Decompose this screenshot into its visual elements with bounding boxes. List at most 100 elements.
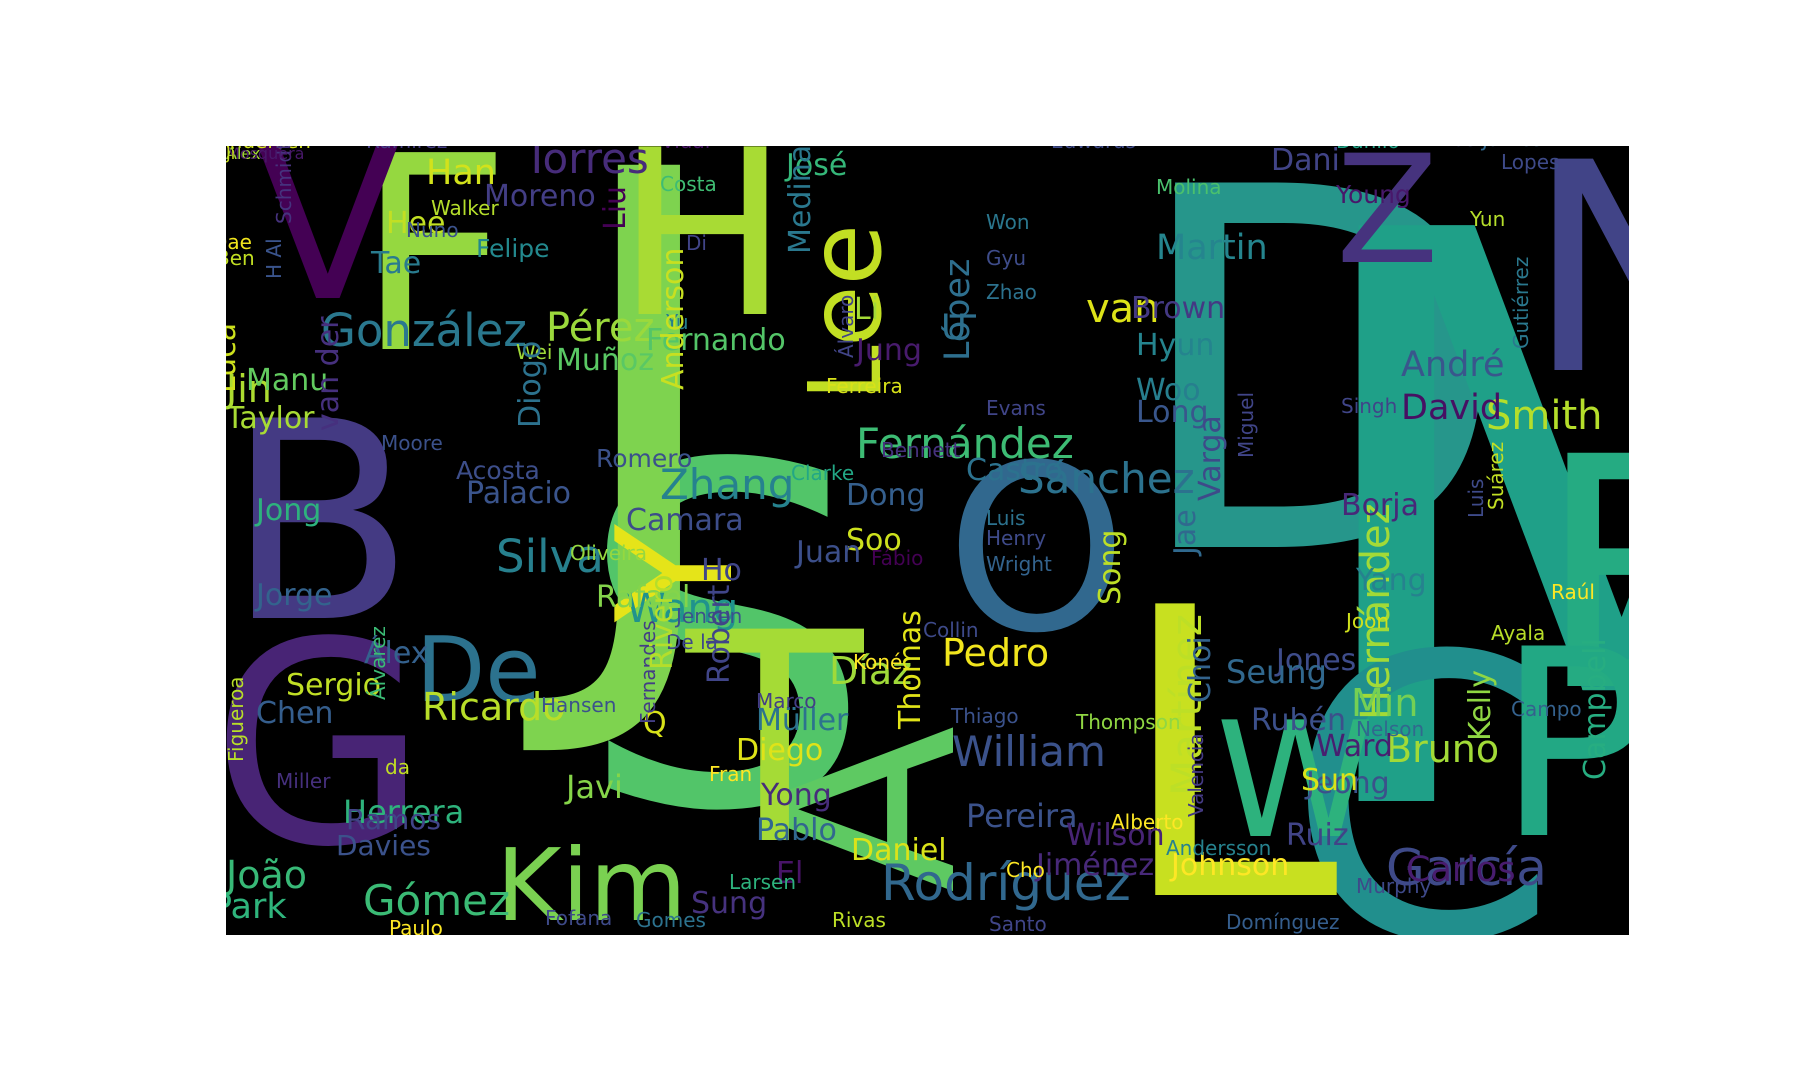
word-20: Kim (496, 827, 687, 936)
word-28: William (952, 727, 1106, 776)
word-46: Bruno (1386, 727, 1500, 771)
word-36: Pérez (546, 305, 655, 351)
word-171: Paulo (389, 916, 443, 935)
word-110: El (776, 856, 804, 891)
word-59: Johnson (1171, 848, 1290, 883)
word-10: P (1496, 595, 1629, 897)
word-132: Zhao (986, 280, 1037, 304)
word-67: Castro (966, 453, 1063, 488)
word-33: Torres (524, 146, 649, 183)
word-76: Muñoz (556, 343, 655, 378)
word-108: Ramos (346, 803, 441, 836)
word-48: Martin (1156, 228, 1268, 268)
word-87: Jorge (256, 578, 333, 613)
word-74: Moreno (484, 179, 596, 214)
word-166: Domínguez (1226, 910, 1340, 934)
word-179: Álvaro (834, 294, 858, 358)
word-62: Borja (1341, 488, 1419, 523)
word-66: Seung (1226, 653, 1327, 691)
word-144: Oliveira (570, 541, 648, 565)
word-105: Ward (1316, 729, 1393, 764)
word-39: Park (226, 887, 287, 927)
word-167: Murphy (1356, 874, 1432, 898)
word-148: Koné (853, 650, 903, 674)
word-151: Thompson (1076, 710, 1181, 734)
word-6: C (1286, 574, 1559, 935)
word-75: Felipe (476, 234, 550, 263)
word-113: Fernando (646, 323, 786, 358)
word-3: J (556, 146, 742, 773)
word-130: Won (986, 210, 1030, 234)
word-165: Santo (989, 912, 1047, 935)
word-83: Molina (1156, 175, 1222, 199)
word-9: N (1526, 146, 1629, 416)
word-43: Pedro (942, 631, 1050, 675)
word-85: Taylor (226, 401, 315, 436)
word-64: Diego (736, 733, 824, 768)
word-163: Gomes (636, 908, 706, 932)
word-71: Acosta (456, 456, 540, 485)
word-63: Sergio (286, 668, 382, 703)
word-155: Ayala (1491, 621, 1546, 645)
word-159: da (385, 755, 410, 779)
word-190: Campbell (1578, 638, 1613, 780)
word-111: Sung (691, 886, 768, 921)
word-26: Fernández (856, 419, 1074, 468)
word-56: Herrera (343, 793, 465, 831)
word-cloud: DMSJBGCLENPFHVOZATYWKimLeeDeRodríguezGar… (226, 146, 1629, 935)
word-177: Anderson (656, 247, 691, 390)
word-183: Jae (1168, 509, 1203, 555)
word-186: Gutiérrez (1509, 256, 1533, 349)
word-135: Ferreira (826, 374, 903, 398)
word-80: Woo (1136, 373, 1201, 408)
word-104: Rubén (1251, 703, 1347, 738)
word-8: E (1536, 416, 1629, 736)
word-93: U (941, 308, 967, 348)
word-101: Pablo (756, 813, 837, 848)
word-149: Marco (756, 689, 817, 713)
word-153: Campo (1511, 697, 1582, 721)
word-128: Walker (431, 196, 499, 220)
word-162: Fofana (545, 906, 613, 930)
word-156: Joon (1346, 609, 1390, 633)
word-184: Choi (1183, 636, 1218, 703)
word-122: Lopes (1501, 150, 1560, 174)
word-50: David (1401, 388, 1503, 428)
word-181: Miguel (1234, 391, 1258, 458)
word-58: Jeong (1306, 766, 1390, 801)
word-147: Collin (923, 618, 979, 642)
word-145: Jensen (676, 604, 743, 628)
word-158: Miller (276, 769, 331, 793)
word-157: Hansen (541, 693, 617, 717)
word-127: Nuno (406, 218, 459, 242)
word-90: Hee (386, 206, 446, 241)
word-7: L (1116, 525, 1339, 936)
word-14: O (946, 417, 1128, 684)
word-34: Gómez (363, 876, 511, 925)
word-115: Ramírez (366, 146, 447, 151)
word-57: Jones (1276, 643, 1357, 678)
word-194: Robert (702, 584, 737, 684)
word-103: Sun (1301, 763, 1359, 798)
word-150: Thiago (951, 704, 1019, 728)
word-106: Ruiz (1286, 818, 1349, 853)
word-182: Song (1093, 529, 1128, 605)
word-54: José (786, 148, 848, 183)
word-61: Yang (1356, 563, 1427, 598)
word-22: De (416, 618, 541, 723)
word-131: Gyu (986, 246, 1027, 270)
word-142: Wright (986, 552, 1052, 576)
word-154: Raúl (1551, 580, 1595, 604)
word-137: Moore (381, 431, 443, 455)
word-198: Mosquera (226, 146, 305, 163)
word-197: Alex (226, 146, 261, 163)
word-188: Luis (1464, 478, 1488, 518)
word-152: Nelson (1356, 717, 1425, 741)
word-52: Han (426, 153, 496, 193)
word-11: F (356, 146, 512, 413)
word-60: Jiménez (1036, 848, 1155, 883)
word-84: Manu (246, 363, 329, 398)
word-77: Jung (856, 333, 922, 368)
word-70: Palacio (466, 476, 572, 511)
word-160: Fran (709, 762, 753, 786)
